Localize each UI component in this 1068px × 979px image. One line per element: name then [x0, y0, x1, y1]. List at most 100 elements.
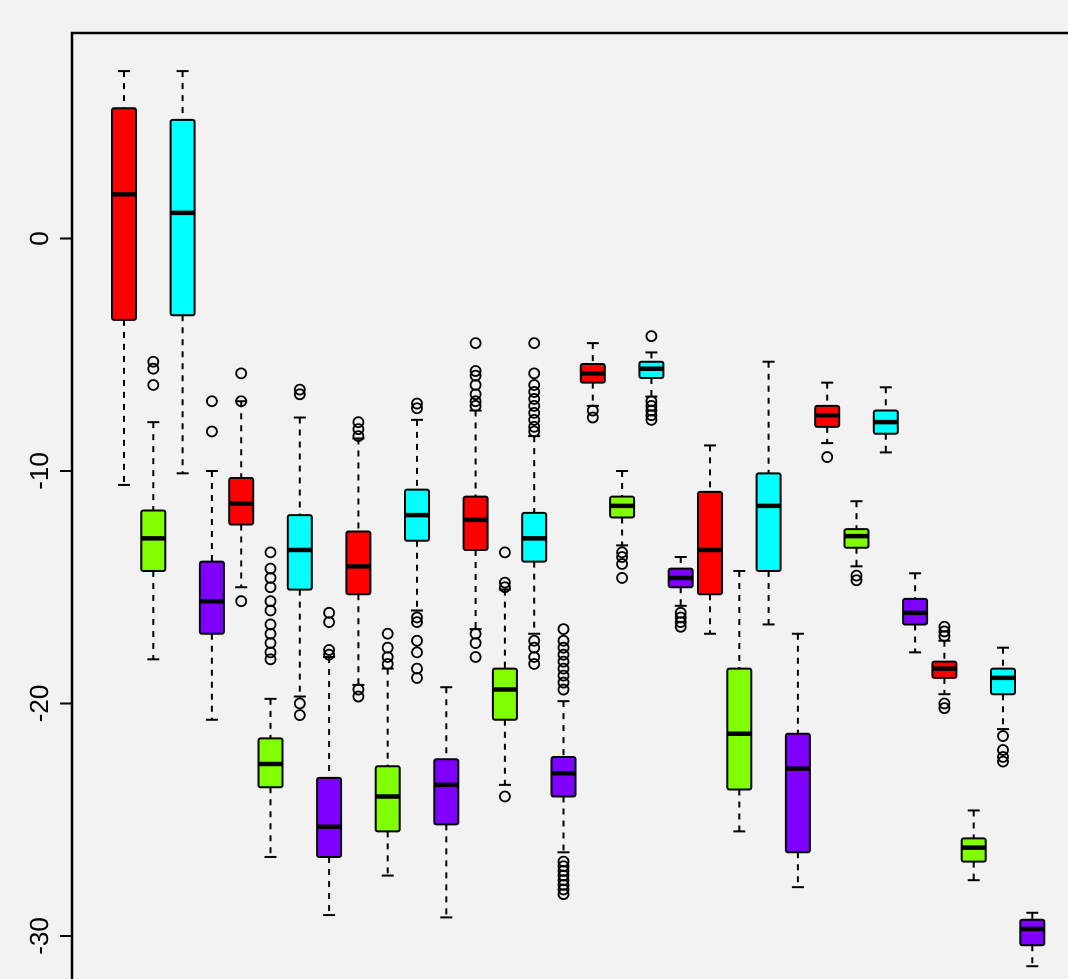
- box-26: [843, 500, 870, 587]
- outlier-point: [147, 355, 160, 368]
- outlier-point: [469, 395, 482, 408]
- outlier-point: [235, 395, 248, 408]
- outlier-point: [293, 709, 306, 722]
- outlier-point: [557, 883, 570, 896]
- box-iqr: [550, 755, 577, 798]
- box-series: [111, 70, 1046, 968]
- box-6: [257, 546, 284, 858]
- outlier-point: [557, 669, 570, 682]
- outlier-point: [557, 676, 570, 689]
- outlier-point: [469, 651, 482, 663]
- outlier-point: [821, 451, 834, 463]
- box-2: [140, 355, 167, 661]
- box-25: [814, 381, 841, 463]
- outlier-point: [381, 651, 394, 663]
- box-29: [931, 620, 958, 715]
- box-iqr: [198, 560, 225, 635]
- box-3: [169, 70, 196, 475]
- outlier-point: [528, 406, 541, 419]
- outlier-point: [498, 790, 511, 803]
- box-11: [404, 397, 430, 684]
- box-iqr: [374, 765, 401, 833]
- box-15: [521, 337, 548, 670]
- box-24: [784, 632, 811, 889]
- outlier-point: [381, 658, 394, 670]
- outlier-point: [616, 572, 628, 584]
- box-iqr: [316, 776, 343, 858]
- box-iqr: [433, 758, 460, 826]
- outlier-point: [528, 386, 541, 398]
- outlier-point: [352, 423, 365, 436]
- outlier-point: [264, 604, 277, 617]
- outlier-point: [411, 672, 423, 684]
- box-iqr: [843, 528, 870, 549]
- box-8: [316, 606, 343, 917]
- outlier-point: [323, 648, 336, 661]
- outlier-point: [352, 690, 365, 703]
- box-18: [609, 470, 636, 584]
- box-iqr: [491, 667, 518, 721]
- box-iqr: [345, 530, 372, 596]
- outlier-point: [938, 697, 951, 710]
- box-iqr: [462, 495, 489, 552]
- outlier-point: [645, 330, 658, 343]
- outlier-point: [557, 683, 570, 696]
- outlier-point: [352, 683, 365, 696]
- box-10: [374, 627, 401, 877]
- box-iqr: [697, 490, 723, 596]
- outlier-point: [264, 653, 277, 666]
- outlier-point: [411, 616, 423, 629]
- outlier-point: [528, 367, 541, 380]
- outlier-point: [997, 744, 1009, 756]
- box-16: [550, 623, 577, 901]
- outlier-point: [528, 658, 541, 670]
- outlier-point: [997, 755, 1009, 768]
- y-tick-label: -30: [24, 917, 54, 955]
- outlier-point: [469, 399, 482, 412]
- outlier-point: [938, 702, 951, 715]
- outlier-point: [528, 425, 541, 438]
- box-28: [902, 572, 929, 654]
- plot-frame: [70, 31, 1068, 979]
- outlier-point: [557, 634, 570, 647]
- outlier-point: [528, 634, 541, 647]
- box-30: [960, 809, 987, 882]
- box-iqr: [726, 667, 753, 791]
- outlier-point: [411, 402, 423, 415]
- outlier-point: [381, 627, 394, 640]
- outlier-point: [498, 546, 511, 559]
- outlier-point: [264, 546, 277, 559]
- outlier-point: [411, 611, 423, 624]
- box-4: [198, 395, 225, 721]
- outlier-point: [586, 411, 599, 424]
- outlier-point: [528, 379, 541, 391]
- box-5: [228, 367, 255, 608]
- outlier-point: [528, 337, 541, 350]
- outlier-point: [235, 595, 248, 608]
- outlier-point: [616, 551, 628, 563]
- outlier-point: [147, 379, 160, 391]
- outlier-point: [674, 620, 687, 633]
- outlier-point: [498, 581, 511, 594]
- outlier-point: [293, 383, 306, 396]
- y-tick-label: -10: [24, 452, 54, 490]
- y-axis: 0 -10 -20 -30: [24, 231, 72, 955]
- box-iqr: [755, 472, 782, 572]
- outlier-point: [938, 625, 951, 638]
- outlier-point: [469, 637, 482, 649]
- box-14: [491, 546, 518, 803]
- outlier-point: [352, 430, 365, 443]
- outlier-point: [411, 397, 423, 410]
- outlier-point: [293, 697, 306, 710]
- outlier-point: [997, 730, 1009, 742]
- outlier-point: [528, 420, 541, 433]
- outlier-point: [205, 425, 218, 438]
- box-9: [345, 416, 372, 703]
- y-tick-label: -20: [24, 685, 54, 723]
- box-7: [286, 383, 313, 722]
- outlier-point: [938, 630, 951, 642]
- outlier-point: [469, 388, 482, 401]
- outlier-point: [997, 751, 1009, 763]
- outlier-point: [264, 581, 277, 594]
- box-iqr: [960, 837, 987, 863]
